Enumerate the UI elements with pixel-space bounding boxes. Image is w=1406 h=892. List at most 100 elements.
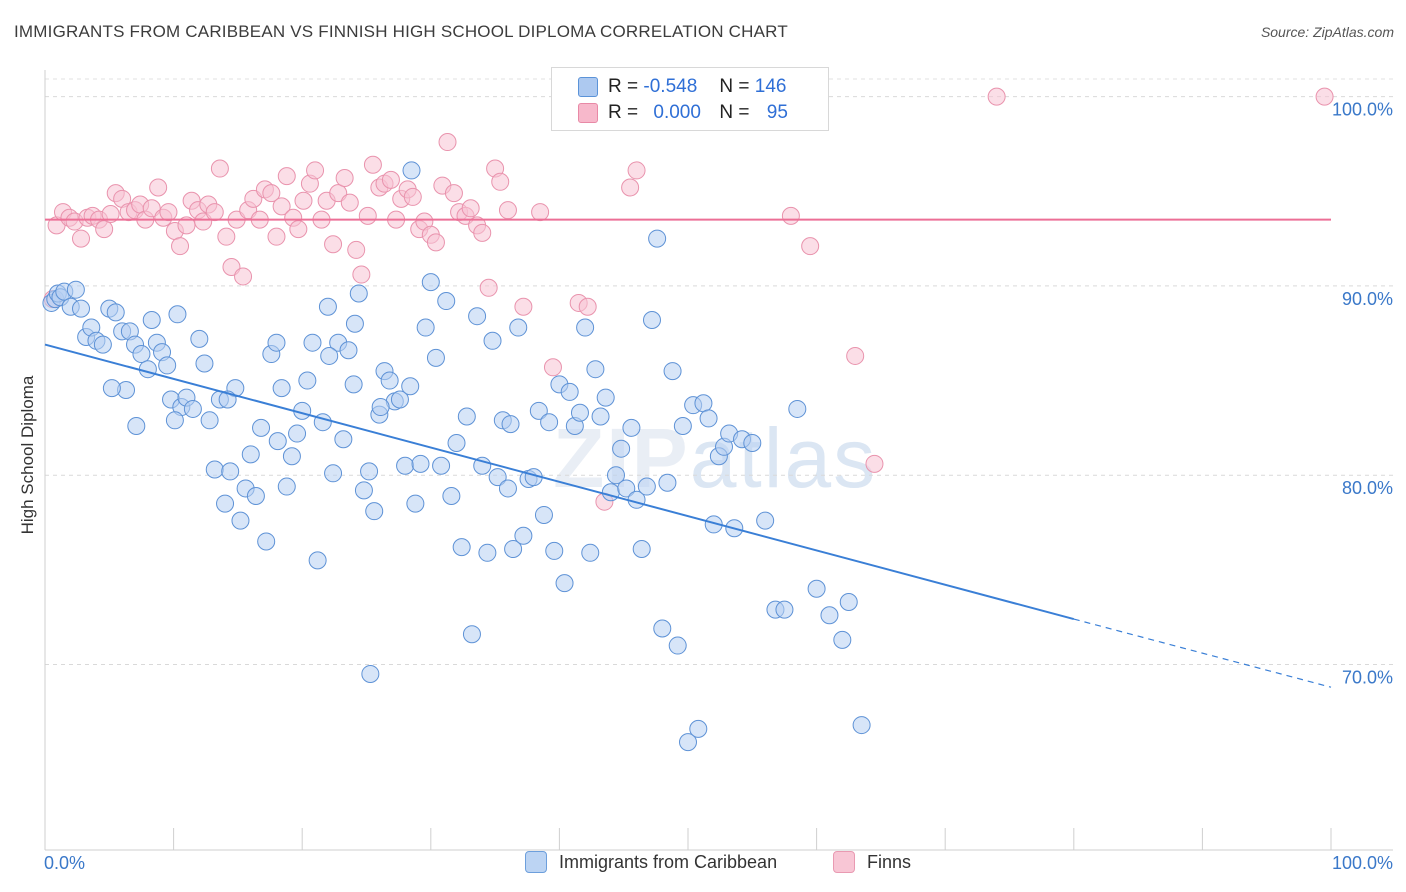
caribbean-point — [514, 526, 533, 545]
caribbean-point — [632, 540, 651, 559]
caribbean-point — [658, 473, 677, 492]
caribbean-point — [183, 399, 202, 418]
finns-point — [267, 227, 286, 246]
caribbean-point — [637, 477, 656, 496]
caribbean-point — [540, 413, 559, 432]
finns-point — [1315, 87, 1334, 106]
finns-point — [324, 235, 343, 254]
y-tick-label: 70.0% — [1342, 667, 1393, 687]
caribbean-point — [679, 733, 697, 752]
legend-item-finns[interactable]: Finns — [833, 851, 911, 873]
finns-point — [543, 358, 562, 377]
r-label: R = — [608, 102, 639, 123]
caribbean-point — [663, 362, 682, 381]
caribbean-point — [267, 333, 286, 352]
stats-legend: R = -0.548 N = 146 R = 0.000 N = 95 — [551, 67, 829, 131]
caribbean-trend-extension — [1073, 618, 1332, 688]
finns-point — [473, 223, 492, 242]
y-tick-label: 80.0% — [1342, 478, 1393, 498]
caribbean-point — [93, 335, 112, 354]
chart-title: IMMIGRANTS FROM CARIBBEAN VS FINNISH HIG… — [14, 22, 788, 41]
caribbean-point — [576, 318, 595, 337]
finns-point — [101, 204, 120, 223]
caribbean-point — [452, 538, 471, 557]
caribbean-point — [349, 284, 368, 303]
legend-swatch-caribbean — [578, 77, 598, 97]
finns-point — [262, 184, 281, 203]
x-tick-label: 100.0% — [1332, 853, 1393, 873]
caribbean-point — [820, 606, 839, 625]
caribbean-point — [606, 466, 625, 485]
caribbean-point — [437, 292, 456, 311]
caribbean-point — [252, 418, 271, 437]
finns-point — [627, 161, 646, 180]
finns-point — [363, 155, 382, 174]
finns-point — [149, 178, 168, 197]
caribbean-point — [345, 314, 364, 333]
caribbean-point — [165, 411, 184, 430]
n-label: N = — [719, 102, 750, 123]
finns-point — [987, 87, 1006, 106]
caribbean-point — [694, 394, 713, 413]
caribbean-point — [411, 454, 430, 473]
stats-row-caribbean: R = -0.548 N = 146 — [578, 75, 786, 99]
caribbean-point — [622, 418, 641, 437]
caribbean-point — [462, 625, 481, 644]
caribbean-point — [689, 719, 708, 738]
caribbean-point — [318, 297, 337, 316]
caribbean-point — [653, 619, 672, 638]
caribbean-point — [839, 593, 858, 612]
finns-point — [479, 278, 498, 297]
r-value: 0.000 — [653, 102, 701, 123]
caribbean-point — [272, 379, 291, 398]
caribbean-point — [344, 375, 363, 394]
source-label: Source: ZipAtlas.com — [1260, 24, 1394, 40]
caribbean-point — [601, 483, 620, 502]
caribbean-point — [371, 398, 390, 417]
caribbean-point — [509, 318, 528, 337]
finns-point — [95, 220, 114, 239]
x-tick-label: 0.0% — [44, 853, 85, 873]
caribbean-point — [743, 434, 762, 453]
caribbean-point — [308, 551, 327, 570]
finns-point — [846, 346, 865, 365]
finns-point — [403, 187, 422, 206]
caribbean-point — [142, 310, 161, 329]
caribbean-point — [200, 411, 219, 430]
caribbean-point — [401, 377, 420, 396]
caribbean-point — [190, 329, 209, 348]
r-label: R = — [608, 76, 639, 97]
caribbean-point — [642, 310, 661, 329]
caribbean-point — [257, 532, 276, 551]
finns-point — [234, 267, 253, 286]
finns-point — [205, 203, 224, 222]
legend-swatch-finns — [578, 103, 598, 123]
caribbean-point — [102, 379, 121, 398]
caribbean-point — [488, 468, 507, 487]
y-axis-label: High School Diploma — [18, 375, 37, 535]
caribbean-point — [205, 460, 224, 479]
caribbean-point — [807, 579, 826, 598]
caribbean-point — [106, 303, 125, 322]
caribbean-point — [334, 430, 353, 449]
finns-point — [531, 203, 550, 222]
caribbean-point — [406, 494, 425, 513]
caribbean-point — [498, 479, 517, 498]
finns-point — [294, 191, 313, 210]
finns-point — [381, 170, 400, 189]
caribbean-point — [648, 229, 667, 248]
caribbean-point — [416, 318, 435, 337]
caribbean-point — [591, 407, 610, 426]
caribbean-point — [468, 307, 487, 326]
caribbean-point — [246, 487, 265, 506]
legend-item-caribbean[interactable]: Immigrants from Caribbean — [525, 851, 777, 873]
finns-point — [461, 199, 480, 218]
caribbean-point — [354, 481, 373, 500]
finns-point — [217, 227, 236, 246]
n-value: 146 — [754, 76, 787, 97]
caribbean-point — [478, 543, 497, 562]
finns-point — [352, 265, 371, 284]
caribbean-point — [402, 161, 421, 180]
caribbean-point — [361, 664, 380, 683]
caribbean-point — [529, 401, 548, 420]
